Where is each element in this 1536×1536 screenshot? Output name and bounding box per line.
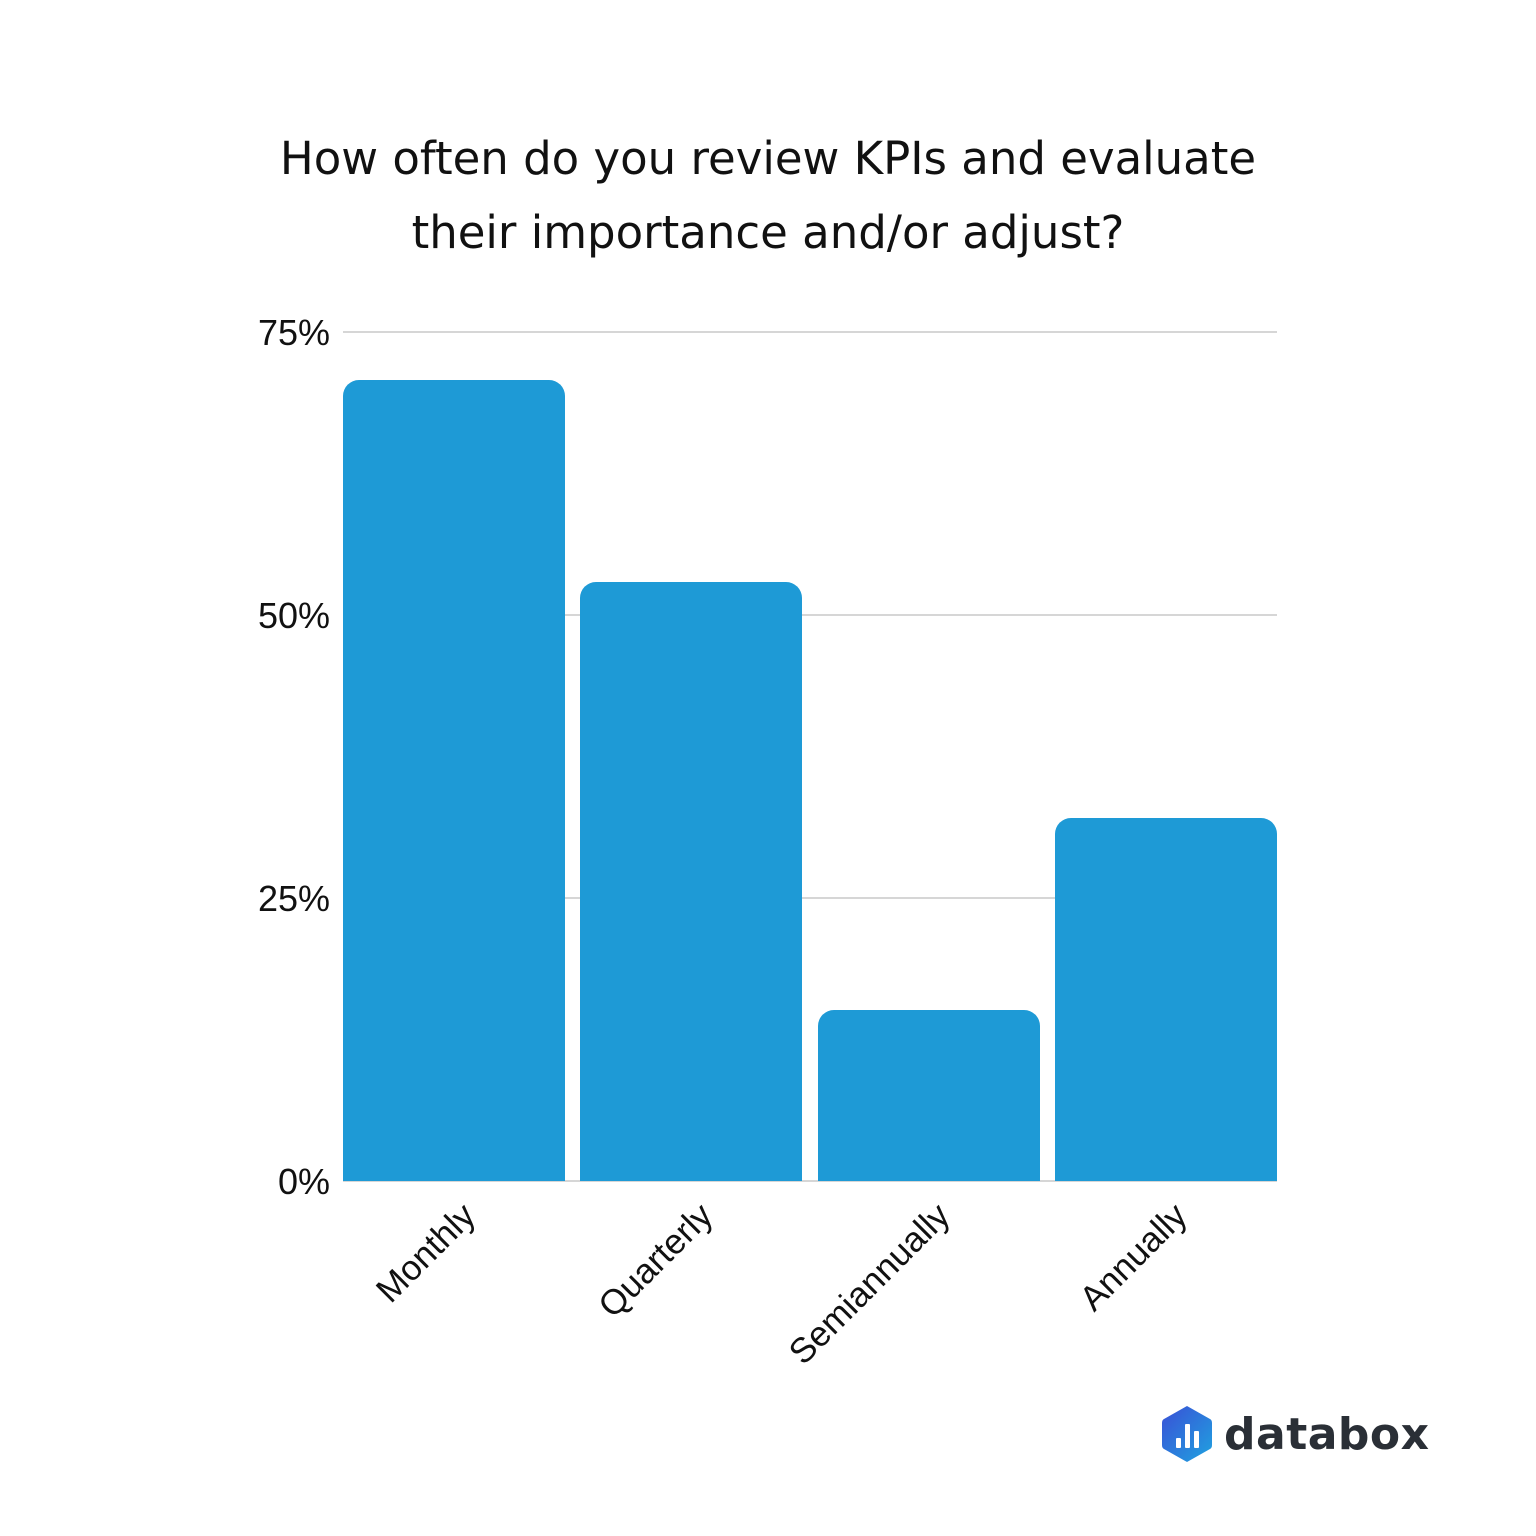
x-label-monthly: Monthly [369,1195,484,1311]
x-label-quarterly: Quarterly [591,1195,721,1326]
bar-semiannually [818,1010,1040,1181]
y-tick-75: 75% [257,312,330,353]
chart-title: How often do you review KPIs and evaluat… [0,122,1536,270]
gridline-50 [343,614,1277,616]
y-tick-50: 50% [257,595,330,636]
chart-title-line-1: How often do you review KPIs and evaluat… [279,132,1257,185]
databox-logo: databox [1160,1404,1430,1464]
bar-monthly [343,379,565,1181]
bar-annually [1055,817,1277,1181]
chart-title-line-2: their importance and/or adjust? [411,206,1125,259]
y-tick-0: 0% [277,1161,330,1202]
y-tick-25: 25% [257,878,330,919]
brand-name: databox [1224,1408,1430,1460]
x-label-annually: Annually [1071,1195,1195,1319]
bar-quarterly [580,582,802,1181]
databox-logo-icon [1162,1406,1212,1462]
x-label-semiannually: Semiannually [781,1195,958,1373]
gridline-25 [343,897,1277,899]
x-axis-baseline [343,1180,1277,1182]
gridline-75 [343,331,1277,333]
